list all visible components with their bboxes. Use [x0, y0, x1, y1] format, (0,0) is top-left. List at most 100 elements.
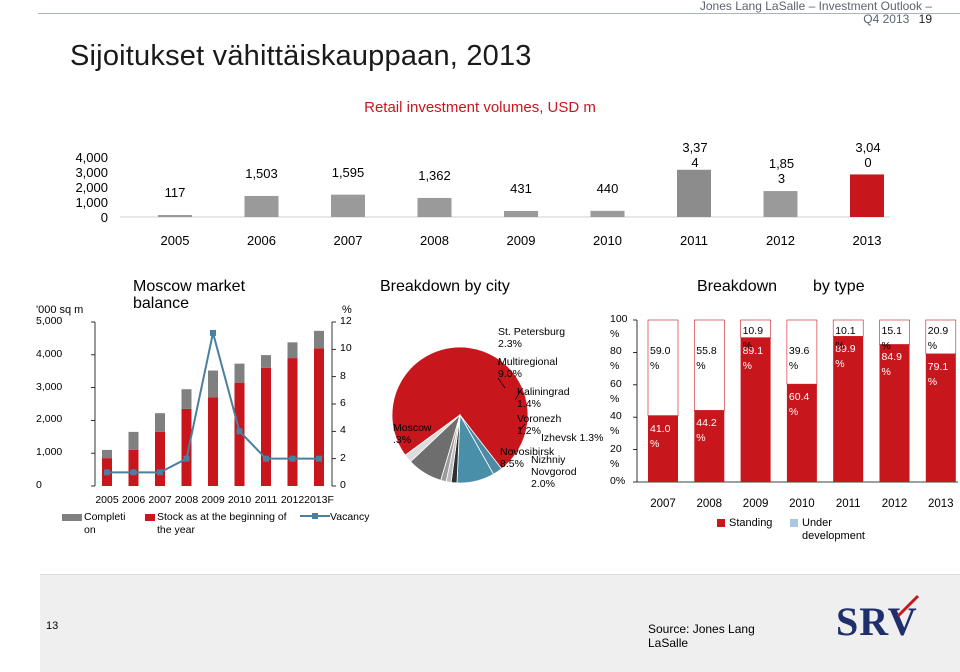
volumes-bar-2007 [331, 194, 365, 217]
header-line1: Jones Lang LaSalle – Investment Outlook … [699, 0, 932, 13]
moscow-x-tick: 2012 [280, 494, 305, 506]
pie-leader-line [519, 423, 526, 431]
volumes-plot [120, 169, 890, 218]
moscow-right-tick: 6 [340, 397, 346, 409]
pie-label: Voronezh 1.2% [517, 413, 562, 437]
moscow-x-tick: 2013F [304, 494, 334, 506]
volumes-x-tick: 2009 [506, 233, 536, 248]
moscow-title: Moscow market balance [133, 278, 263, 312]
volumes-value-label: 3,040 [855, 140, 881, 170]
type-standing-bar [925, 353, 956, 482]
moscow-unit-right: % [342, 304, 352, 316]
type-under-dev-label: 39.6 % [788, 345, 810, 372]
volumes-chart-title: Retail investment volumes, USD m [364, 99, 596, 116]
type-under-dev-label: 15.1 % [881, 325, 902, 352]
moscow-completion-bar [314, 330, 324, 349]
moscow-right-tick: 12 [340, 315, 352, 327]
moscow-vacancy-point [104, 469, 110, 476]
type-y-tick: 40 % [610, 410, 622, 438]
type-under-dev-bar [740, 319, 771, 338]
srv-logo-text: SRV [836, 599, 918, 644]
pie-label: St. Petersburg 2.3% [498, 326, 566, 350]
volumes-y-tick: 2,000 [75, 180, 108, 195]
moscow-vacancy-point [130, 469, 137, 476]
legend-completion: Completi on [84, 511, 126, 536]
moscow-left-tick: 1,000 [36, 446, 63, 459]
volumes-x-tick: 2005 [160, 233, 190, 248]
volumes-x-tick: 2011 [680, 233, 708, 248]
type-x-tick: 2011 [835, 498, 861, 510]
moscow-x-tick: 2008 [174, 494, 199, 506]
type-under-dev-bar [647, 319, 679, 416]
type-x-tick: 2009 [742, 498, 769, 510]
type-under-dev-label: 20.9 % [927, 325, 949, 352]
volumes-x-tick: 2006 [247, 233, 276, 248]
moscow-stock-bar [181, 408, 192, 486]
type-x-tick: 2007 [650, 498, 676, 510]
volumes-bar-2012 [763, 191, 798, 217]
pie-slice-moscow [391, 346, 529, 470]
pie-label: Multiregional 9.0% [498, 356, 558, 380]
moscow-x-tick: 2005 [95, 494, 119, 506]
moscow-right-tick: 10 [340, 342, 352, 355]
type-y-tick: 0% [610, 475, 626, 487]
legend-standing-swatch [717, 519, 725, 527]
pie-leader-line [497, 357, 501, 366]
moscow-right-tick: 8 [340, 369, 346, 382]
moscow-vacancy-point [236, 428, 243, 435]
type-under-dev-label: 10.9 % [742, 325, 764, 352]
type-under-dev-bar [786, 319, 818, 385]
volumes-value-label: 3,374 [682, 140, 708, 170]
volumes-y-tick: 0 [100, 210, 108, 225]
moscow-stock-bar [155, 431, 165, 486]
moscow-vacancy-point [263, 455, 269, 462]
type-y-tick: 60 % [610, 377, 622, 405]
moscow-left-tick: 2,000 [36, 413, 63, 426]
volumes-value-label: 431 [510, 180, 532, 196]
moscow-completion-bar [208, 370, 218, 398]
moscow-vacancy-point [157, 469, 163, 476]
moscow-completion-bar [261, 355, 271, 368]
pie-label: Nizhniy Novgorod 2.0% [531, 454, 577, 490]
srv-logo: SRV [836, 598, 918, 645]
pie-leader-line [514, 391, 521, 401]
type-standing-label: 60.4 % [788, 391, 810, 419]
type-under-dev-label: 59.0 % [650, 345, 671, 372]
moscow-stock-bar [208, 397, 218, 486]
type-x-tick: 2008 [696, 498, 723, 510]
volumes-x-tick: 2013 [852, 233, 882, 248]
volumes-y-tick: 3,000 [75, 165, 108, 180]
type-title-left: Breakdown [697, 278, 778, 295]
header-date: Q4 2013 [863, 12, 910, 26]
type-standing-bar [648, 415, 678, 482]
legend-under-development: Under development [802, 517, 865, 542]
type-standing-label: 44.2 % [696, 417, 717, 445]
volumes-bar-2010 [590, 210, 625, 217]
type-standing-bar [694, 410, 725, 482]
moscow-x-tick: 2007 [148, 494, 172, 506]
moscow-completion-bar [181, 389, 192, 409]
type-standing-label: 84.9 % [881, 351, 902, 379]
moscow-right-tick: 0 [340, 479, 346, 491]
srv-logo-mark-icon [896, 594, 920, 618]
volumes-value-label: 440 [596, 180, 619, 196]
moscow-plot [91, 321, 336, 487]
moscow-stock-bar [261, 367, 271, 486]
report-header: Jones Lang LaSalle – Investment Outlook … [700, 0, 932, 26]
moscow-completion-bar [234, 363, 245, 383]
type-standing-label: 89.1 % [742, 344, 764, 372]
legend-stock-swatch [145, 514, 155, 521]
moscow-vacancy-point [210, 329, 216, 336]
pie-label: Izhevsk 1.3% [541, 432, 604, 444]
type-title-right: by type [813, 278, 865, 295]
type-standing-label: 41.0 % [650, 422, 671, 450]
volumes-y-tick: 1,000 [75, 195, 108, 210]
type-under-dev-label: 55.8 % [696, 345, 717, 372]
volumes-x-tick: 2010 [593, 233, 622, 248]
volumes-bar-2006 [244, 195, 279, 217]
volumes-value-label: 1,853 [768, 156, 795, 187]
type-under-dev-bar [879, 319, 910, 345]
footer-page-number: 13 [46, 620, 59, 632]
volumes-chart: 4,000 3,000 2,000 1,000 0 117 1,503 1,595 1,362… [0, 140, 960, 260]
legend-vacancy: Vacancy [330, 511, 370, 523]
